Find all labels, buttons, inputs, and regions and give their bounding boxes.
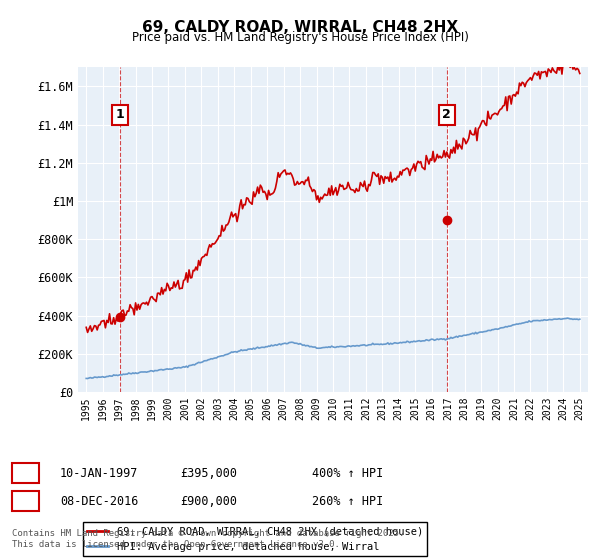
Text: 08-DEC-2016: 08-DEC-2016 xyxy=(60,494,139,508)
Text: Price paid vs. HM Land Registry's House Price Index (HPI): Price paid vs. HM Land Registry's House … xyxy=(131,31,469,44)
Text: 1: 1 xyxy=(22,466,29,480)
Text: £395,000: £395,000 xyxy=(180,466,237,480)
Text: 400% ↑ HPI: 400% ↑ HPI xyxy=(312,466,383,480)
Text: 2: 2 xyxy=(442,109,451,122)
Text: 69, CALDY ROAD, WIRRAL, CH48 2HX: 69, CALDY ROAD, WIRRAL, CH48 2HX xyxy=(142,20,458,35)
Text: 1: 1 xyxy=(115,109,124,122)
Text: 260% ↑ HPI: 260% ↑ HPI xyxy=(312,494,383,508)
Text: 10-JAN-1997: 10-JAN-1997 xyxy=(60,466,139,480)
Legend: 69, CALDY ROAD, WIRRAL, CH48 2HX (detached house), HPI: Average price, detached : 69, CALDY ROAD, WIRRAL, CH48 2HX (detach… xyxy=(83,522,427,556)
Text: 2: 2 xyxy=(22,494,29,508)
Text: £900,000: £900,000 xyxy=(180,494,237,508)
Text: Contains HM Land Registry data © Crown copyright and database right 2025.
This d: Contains HM Land Registry data © Crown c… xyxy=(12,529,404,549)
